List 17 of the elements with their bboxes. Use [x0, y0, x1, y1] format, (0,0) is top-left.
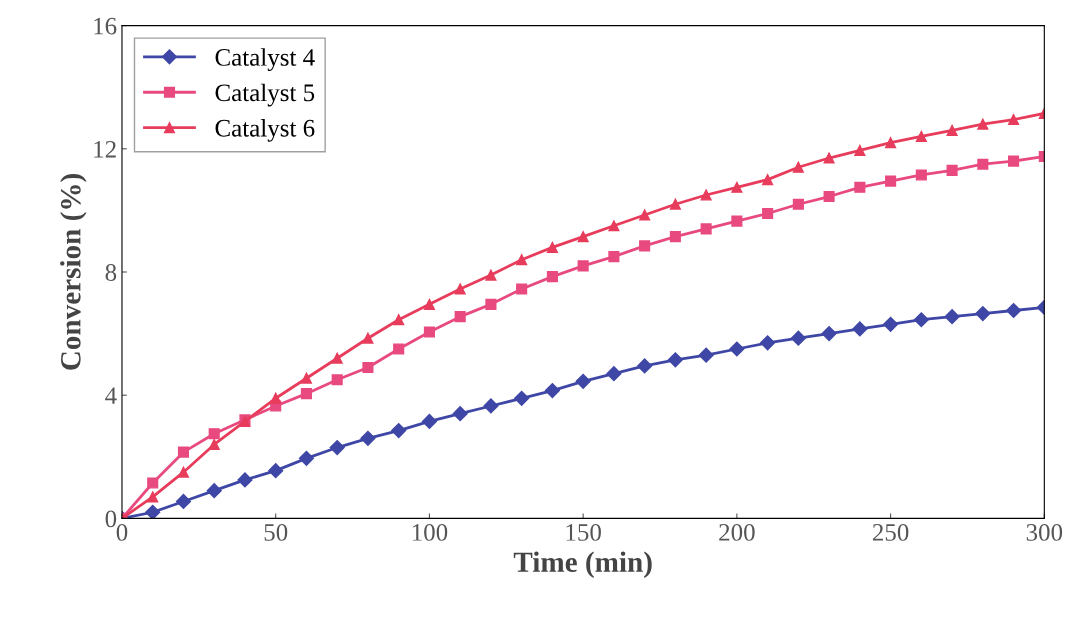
y-tick-label: 0 [105, 510, 117, 528]
x-tick-label: 250 [872, 523, 909, 541]
legend-label: Catalyst 4 [215, 48, 315, 71]
y-axis-title: Conversion (%) [60, 174, 87, 370]
x-tick-label: 100 [412, 523, 448, 541]
y-tick-label: 4 [105, 387, 117, 404]
legend-label: Catalyst 6 [215, 119, 315, 142]
y-tick-label: 16 [94, 17, 117, 35]
x-axis-title: Time (min) [513, 551, 652, 578]
x-tick-label: 50 [264, 523, 288, 541]
x-tick-label: 0 [116, 523, 128, 541]
x-tick-label: 150 [566, 523, 601, 541]
x-tick-label: 300 [1026, 523, 1063, 541]
y-tick-label: 8 [105, 264, 117, 281]
y-tick-label: 12 [94, 140, 116, 158]
legend-label: Catalyst 5 [215, 83, 315, 107]
x-tick-label: 200 [719, 523, 755, 541]
